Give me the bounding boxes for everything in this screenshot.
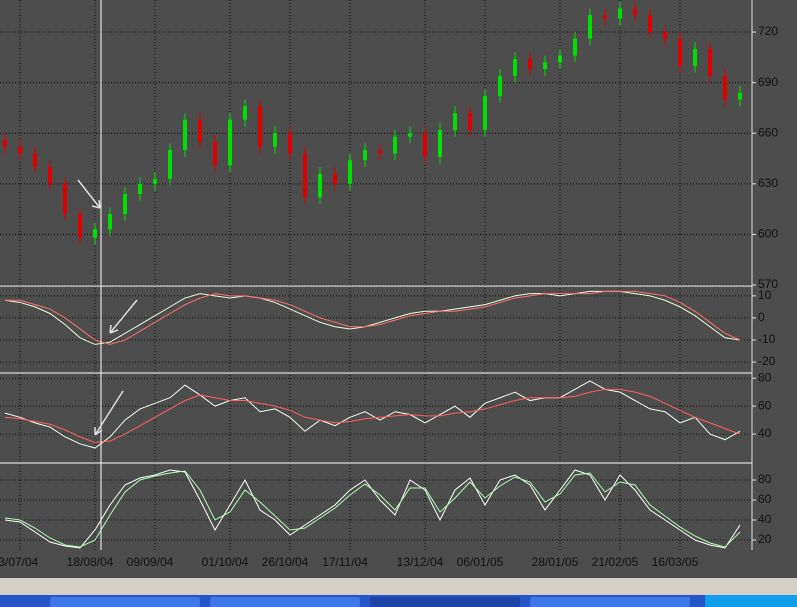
x-tick-label: 06/01/05 bbox=[457, 555, 504, 569]
y-tick-label: 10 bbox=[758, 288, 772, 302]
annotation-arrows bbox=[77, 179, 138, 436]
indicator-line bbox=[5, 290, 741, 345]
plot-layer: 23/07/04 18/08/04 09/09/04 01/10/04 26/10/04… bbox=[0, 0, 778, 569]
candle-body bbox=[588, 15, 592, 39]
candle-body bbox=[393, 136, 397, 154]
y-tick-label: 690 bbox=[758, 75, 778, 89]
taskbar-button[interactable] bbox=[530, 597, 690, 607]
x-tick-label: 13/12/04 bbox=[397, 555, 444, 569]
candle-body bbox=[123, 193, 127, 215]
candle-body bbox=[198, 119, 202, 142]
candle-body bbox=[483, 96, 487, 130]
y-tick-label: 0 bbox=[758, 310, 765, 324]
candle-body bbox=[558, 55, 562, 63]
candle-body bbox=[258, 106, 262, 147]
taskbar-button[interactable] bbox=[210, 597, 360, 607]
candle-body bbox=[423, 133, 427, 157]
candle-body bbox=[633, 8, 637, 16]
status-bar bbox=[0, 578, 797, 595]
candle-body bbox=[348, 160, 352, 184]
y-tick-label: 660 bbox=[758, 125, 778, 139]
candle-body bbox=[513, 59, 517, 76]
candle-body bbox=[378, 150, 382, 154]
indicator-line bbox=[4, 470, 741, 548]
y-tick-label: 40 bbox=[758, 426, 772, 440]
y-tick-label: 570 bbox=[758, 277, 778, 291]
y-tick-label: 720 bbox=[758, 24, 778, 38]
candle-body bbox=[3, 139, 7, 147]
candle-body bbox=[618, 8, 622, 19]
y-tick-label: 60 bbox=[758, 398, 772, 412]
candle-body bbox=[243, 106, 247, 120]
taskbar-button[interactable] bbox=[370, 597, 520, 607]
x-tick-label: 28/01/05 bbox=[532, 555, 579, 569]
candle-body bbox=[228, 119, 232, 166]
y-tick-label: -10 bbox=[758, 332, 776, 346]
candle-body bbox=[738, 92, 742, 100]
candle-body bbox=[708, 48, 712, 76]
candle-body bbox=[663, 32, 667, 39]
candle-body bbox=[648, 15, 652, 33]
x-tick-label: 09/09/04 bbox=[127, 555, 174, 569]
y-tick-label: 80 bbox=[758, 370, 772, 384]
x-tick-label: 16/03/05 bbox=[652, 555, 699, 569]
x-tick-label: 23/07/04 bbox=[0, 555, 39, 569]
candle-body bbox=[603, 15, 607, 19]
candle-body bbox=[528, 59, 532, 70]
candle-body bbox=[453, 112, 457, 130]
candle-body bbox=[678, 38, 682, 66]
candle-body bbox=[138, 183, 142, 194]
candle-body bbox=[273, 133, 277, 147]
x-tick-label: 17/11/04 bbox=[322, 555, 368, 569]
candle-body bbox=[363, 150, 367, 161]
candle-body bbox=[93, 229, 97, 238]
y-tick-label: 20 bbox=[758, 532, 772, 546]
candle-body bbox=[183, 119, 187, 151]
y-tick-label: -20 bbox=[758, 354, 776, 368]
taskbar-button[interactable] bbox=[50, 597, 200, 607]
candle-body bbox=[48, 166, 52, 184]
y-tick-label: 600 bbox=[758, 227, 778, 241]
candle-body bbox=[573, 38, 577, 56]
candle-body bbox=[723, 75, 727, 100]
candle-body bbox=[18, 146, 22, 154]
candle-body bbox=[303, 153, 307, 198]
y-tick-label: 40 bbox=[758, 512, 772, 526]
candle-body bbox=[468, 112, 472, 130]
candle-body bbox=[213, 141, 217, 166]
x-tick-label: 21/02/05 bbox=[592, 555, 639, 569]
x-tick-label: 01/10/04 bbox=[202, 555, 249, 569]
indicator-line bbox=[4, 380, 741, 449]
candle-body bbox=[108, 214, 112, 230]
candle-body bbox=[333, 173, 337, 184]
x-tick-label: 18/08/04 bbox=[67, 555, 114, 569]
candle-body bbox=[63, 183, 67, 215]
candle-body bbox=[318, 173, 322, 198]
y-tick-label: 60 bbox=[758, 492, 772, 506]
candle-body bbox=[693, 48, 697, 66]
x-tick-label: 26/10/04 bbox=[262, 555, 309, 569]
y-tick-label: 630 bbox=[758, 176, 778, 190]
candle-body bbox=[543, 62, 547, 70]
candle-body bbox=[288, 133, 292, 154]
candle-body bbox=[408, 133, 412, 137]
candle-body bbox=[168, 150, 172, 179]
candle-body bbox=[498, 75, 502, 97]
y-tick-label: 80 bbox=[758, 472, 772, 486]
system-tray bbox=[705, 595, 797, 607]
candle-body bbox=[153, 178, 157, 184]
candle-body bbox=[33, 153, 37, 167]
indicator-line bbox=[4, 388, 741, 443]
candle-body bbox=[78, 214, 82, 238]
candle-body bbox=[438, 129, 442, 157]
